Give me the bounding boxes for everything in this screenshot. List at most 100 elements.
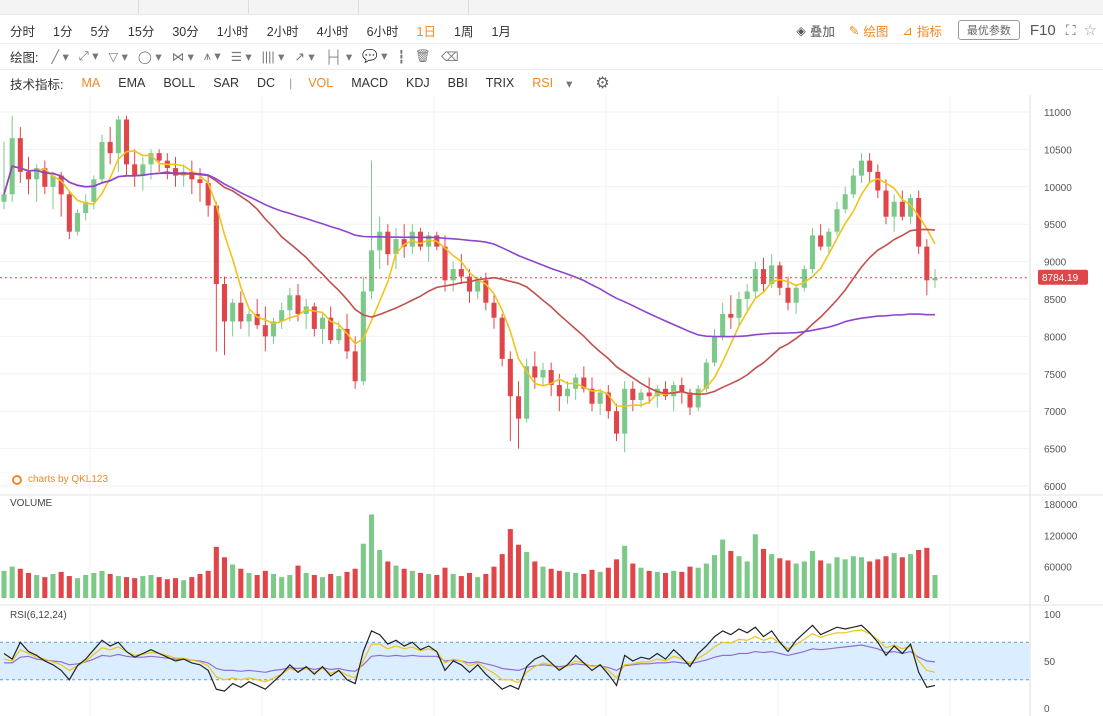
candle-body <box>491 302 497 318</box>
volume-bar <box>475 577 481 598</box>
timeframe-4[interactable]: 30分 <box>172 24 199 39</box>
candle-body <box>99 141 105 180</box>
timeframe-11[interactable]: 1月 <box>491 24 511 39</box>
volume-bar <box>34 575 40 598</box>
candle-body <box>360 291 366 382</box>
price-tick-label: 6000 <box>1044 482 1067 493</box>
timeframe-9[interactable]: 1日 <box>416 24 436 39</box>
best-params-button[interactable]: 最优参数 <box>957 20 1020 40</box>
indicator-trix[interactable]: TRIX <box>485 76 515 90</box>
gann-tool-icon[interactable]: |||| ▾ <box>261 49 285 64</box>
candle-body <box>311 306 317 329</box>
volume-bar <box>50 573 56 598</box>
candle-body <box>711 336 718 363</box>
candle-body <box>458 269 464 277</box>
candle-body <box>687 392 693 408</box>
indicator-bbi[interactable]: BBI <box>447 76 468 90</box>
volume-bar <box>777 558 783 598</box>
comment-tool-icon[interactable]: 💬 ▾ <box>362 49 388 63</box>
timeframe-10[interactable]: 1周 <box>454 24 474 39</box>
candle-body <box>475 280 481 292</box>
indicator-boll[interactable]: BOLL <box>163 76 196 90</box>
indicator-ma[interactable]: MA <box>81 76 101 90</box>
draw-button[interactable]: ✎ 绘图 <box>849 21 889 40</box>
eraser-icon[interactable]: ⌫ <box>440 49 459 64</box>
indicator-dc[interactable]: DC <box>257 76 276 90</box>
volume-bar <box>589 569 595 598</box>
pitchfork-tool-icon[interactable]: ⩚ ▾ <box>203 49 221 63</box>
candle-body <box>115 119 121 154</box>
exchange-tab[interactable] <box>258 0 359 14</box>
volume-bar <box>581 573 587 598</box>
exchange-tab[interactable] <box>368 0 469 14</box>
candle-body <box>426 235 432 247</box>
indicator-kdj[interactable]: KDJ <box>406 76 430 90</box>
arrow-tool-icon[interactable]: ↗ ▾ <box>294 49 315 64</box>
f10-button[interactable]: F10 <box>1029 21 1056 39</box>
price-chart[interactable]: 1100010500100009500900085008000750070006… <box>0 95 1103 716</box>
candle-body <box>107 141 113 154</box>
timeframe-7[interactable]: 4小时 <box>316 24 349 39</box>
shape-tool-icon[interactable]: ◯ ▾ <box>137 49 162 64</box>
fullscreen-icon[interactable]: ⛶ <box>1065 21 1076 38</box>
volume-bar <box>270 573 277 598</box>
indicator-ema[interactable]: EMA <box>118 76 146 90</box>
indicator-button[interactable]: ⊿ 指标 <box>902 21 942 40</box>
indicator-dropdown-icon[interactable]: ▾ <box>566 76 573 91</box>
rsi-panel-title: RSI(6,12,24) <box>10 610 67 621</box>
exchange-tab[interactable] <box>38 0 139 14</box>
volume-bar <box>1 570 7 598</box>
price-tick-label: 8500 <box>1044 295 1067 306</box>
candle-body <box>769 265 775 285</box>
last-price-label: 8784.19 <box>1042 273 1079 284</box>
candle-body <box>17 138 23 172</box>
indicator-rsi[interactable]: RSI <box>532 76 554 90</box>
volume-bar <box>132 578 138 598</box>
timeframe-1[interactable]: 1分 <box>53 24 73 39</box>
volume-bar <box>17 568 23 598</box>
main-indicator-list: MA EMA BOLL SAR DC <box>71 76 283 90</box>
volume-bar <box>875 559 881 598</box>
volume-bar <box>662 572 669 598</box>
candle-body <box>899 201 905 217</box>
volume-bar <box>932 575 938 598</box>
timeframe-6[interactable]: 2小时 <box>266 24 299 39</box>
star-icon[interactable]: ☆ <box>1083 22 1097 39</box>
volume-bar <box>344 571 350 598</box>
ray-tool-icon[interactable]: ⤢ ▾ <box>78 49 99 63</box>
candle-body <box>883 190 889 217</box>
pattern-tool-icon[interactable]: ⋈ ▾ <box>171 49 194 64</box>
timeframe-8[interactable]: 6小时 <box>366 24 399 39</box>
settings-gear-icon[interactable]: ⚙ <box>595 75 610 92</box>
channel-tool-icon[interactable]: ▽ ▾ <box>108 49 128 64</box>
line-tool-icon[interactable]: ╱ ▾ <box>51 49 69 64</box>
candle-body <box>818 235 824 247</box>
candle-body <box>515 396 522 419</box>
timeframe-2[interactable]: 5分 <box>90 24 110 39</box>
candle-body <box>777 265 783 288</box>
fib-tool-icon[interactable]: ☰ ▾ <box>230 49 252 64</box>
price-tick-label: 7500 <box>1044 370 1067 381</box>
timeframe-list: 分时 1分 5分 15分 30分 1小时 2小时 4小时 6小时 1日 1周 1月 <box>0 21 519 40</box>
indicator-macd[interactable]: MACD <box>351 76 389 90</box>
volume-bar <box>303 572 309 598</box>
indicator-tool-icon[interactable]: ┇ <box>397 49 405 64</box>
volume-bar <box>907 554 914 598</box>
candle-body <box>916 198 922 247</box>
candle-body <box>197 179 203 184</box>
candle-body <box>189 171 195 180</box>
candle-body <box>630 388 636 400</box>
timeframe-5[interactable]: 1小时 <box>216 24 249 39</box>
exchange-tab[interactable] <box>148 0 249 14</box>
indicator-vol[interactable]: VOL <box>308 76 334 90</box>
volume-bar <box>597 571 603 598</box>
overlay-button[interactable]: ◈ 叠加 <box>796 21 835 40</box>
volume-bar <box>409 570 415 598</box>
timeframe-0[interactable]: 分时 <box>10 24 36 39</box>
measure-tool-icon[interactable]: ├┤ ▾ <box>324 49 353 64</box>
volume-bar <box>556 570 562 598</box>
indicator-sar[interactable]: SAR <box>213 76 239 90</box>
timeframe-3[interactable]: 15分 <box>127 24 155 39</box>
trash-icon[interactable]: 🗑 <box>414 48 431 63</box>
rsi-24-line <box>4 644 936 673</box>
